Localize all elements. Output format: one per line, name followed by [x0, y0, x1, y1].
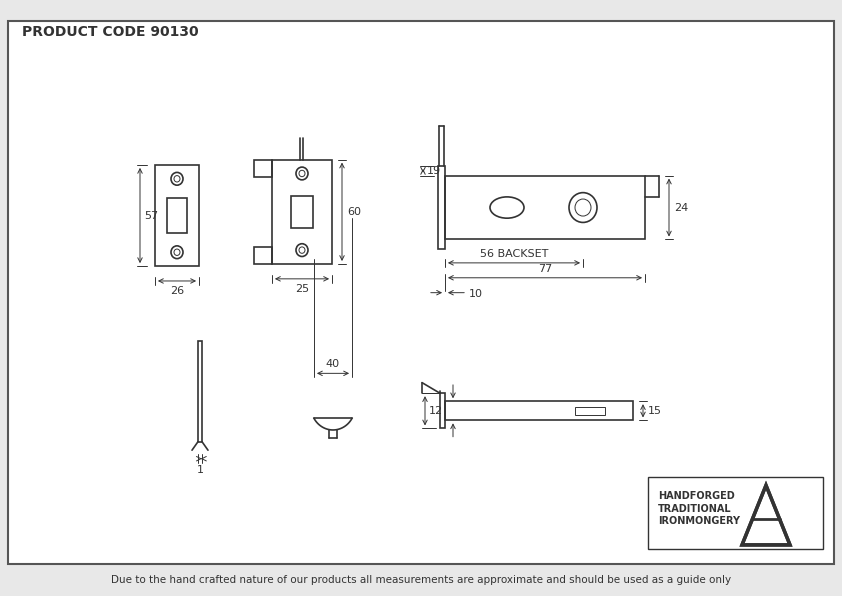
Polygon shape — [748, 495, 784, 541]
Text: 24: 24 — [674, 203, 688, 213]
Bar — [254, 247, 272, 264]
Text: 25: 25 — [295, 284, 309, 294]
Text: HANDFORGED: HANDFORGED — [658, 491, 735, 501]
Bar — [438, 166, 445, 249]
Text: Due to the hand crafted nature of our products all measurements are approximate : Due to the hand crafted nature of our pr… — [111, 575, 731, 585]
Text: PRODUCT CODE 90130: PRODUCT CODE 90130 — [22, 25, 199, 39]
Bar — [445, 176, 645, 240]
Text: 56 BACKSET: 56 BACKSET — [480, 249, 548, 259]
Text: 19: 19 — [427, 166, 441, 176]
Text: TRADITIONAL: TRADITIONAL — [658, 504, 732, 514]
Bar — [575, 406, 605, 415]
Text: 15: 15 — [648, 406, 662, 416]
Text: 26: 26 — [170, 286, 184, 296]
Bar — [648, 477, 823, 549]
Bar — [291, 196, 313, 228]
Text: 57: 57 — [144, 210, 158, 221]
Bar — [272, 160, 332, 264]
Bar — [254, 160, 272, 176]
Text: IRONMONGERY: IRONMONGERY — [658, 517, 740, 526]
Text: 77: 77 — [538, 263, 552, 274]
Bar — [167, 198, 187, 232]
Bar — [155, 165, 199, 266]
Text: 1: 1 — [196, 465, 204, 475]
Text: 10: 10 — [469, 288, 483, 299]
Text: 12: 12 — [429, 406, 443, 416]
Text: 40: 40 — [326, 359, 340, 369]
Bar — [445, 401, 633, 420]
Bar — [198, 340, 202, 442]
Text: 60: 60 — [347, 207, 361, 217]
Bar — [440, 393, 445, 429]
